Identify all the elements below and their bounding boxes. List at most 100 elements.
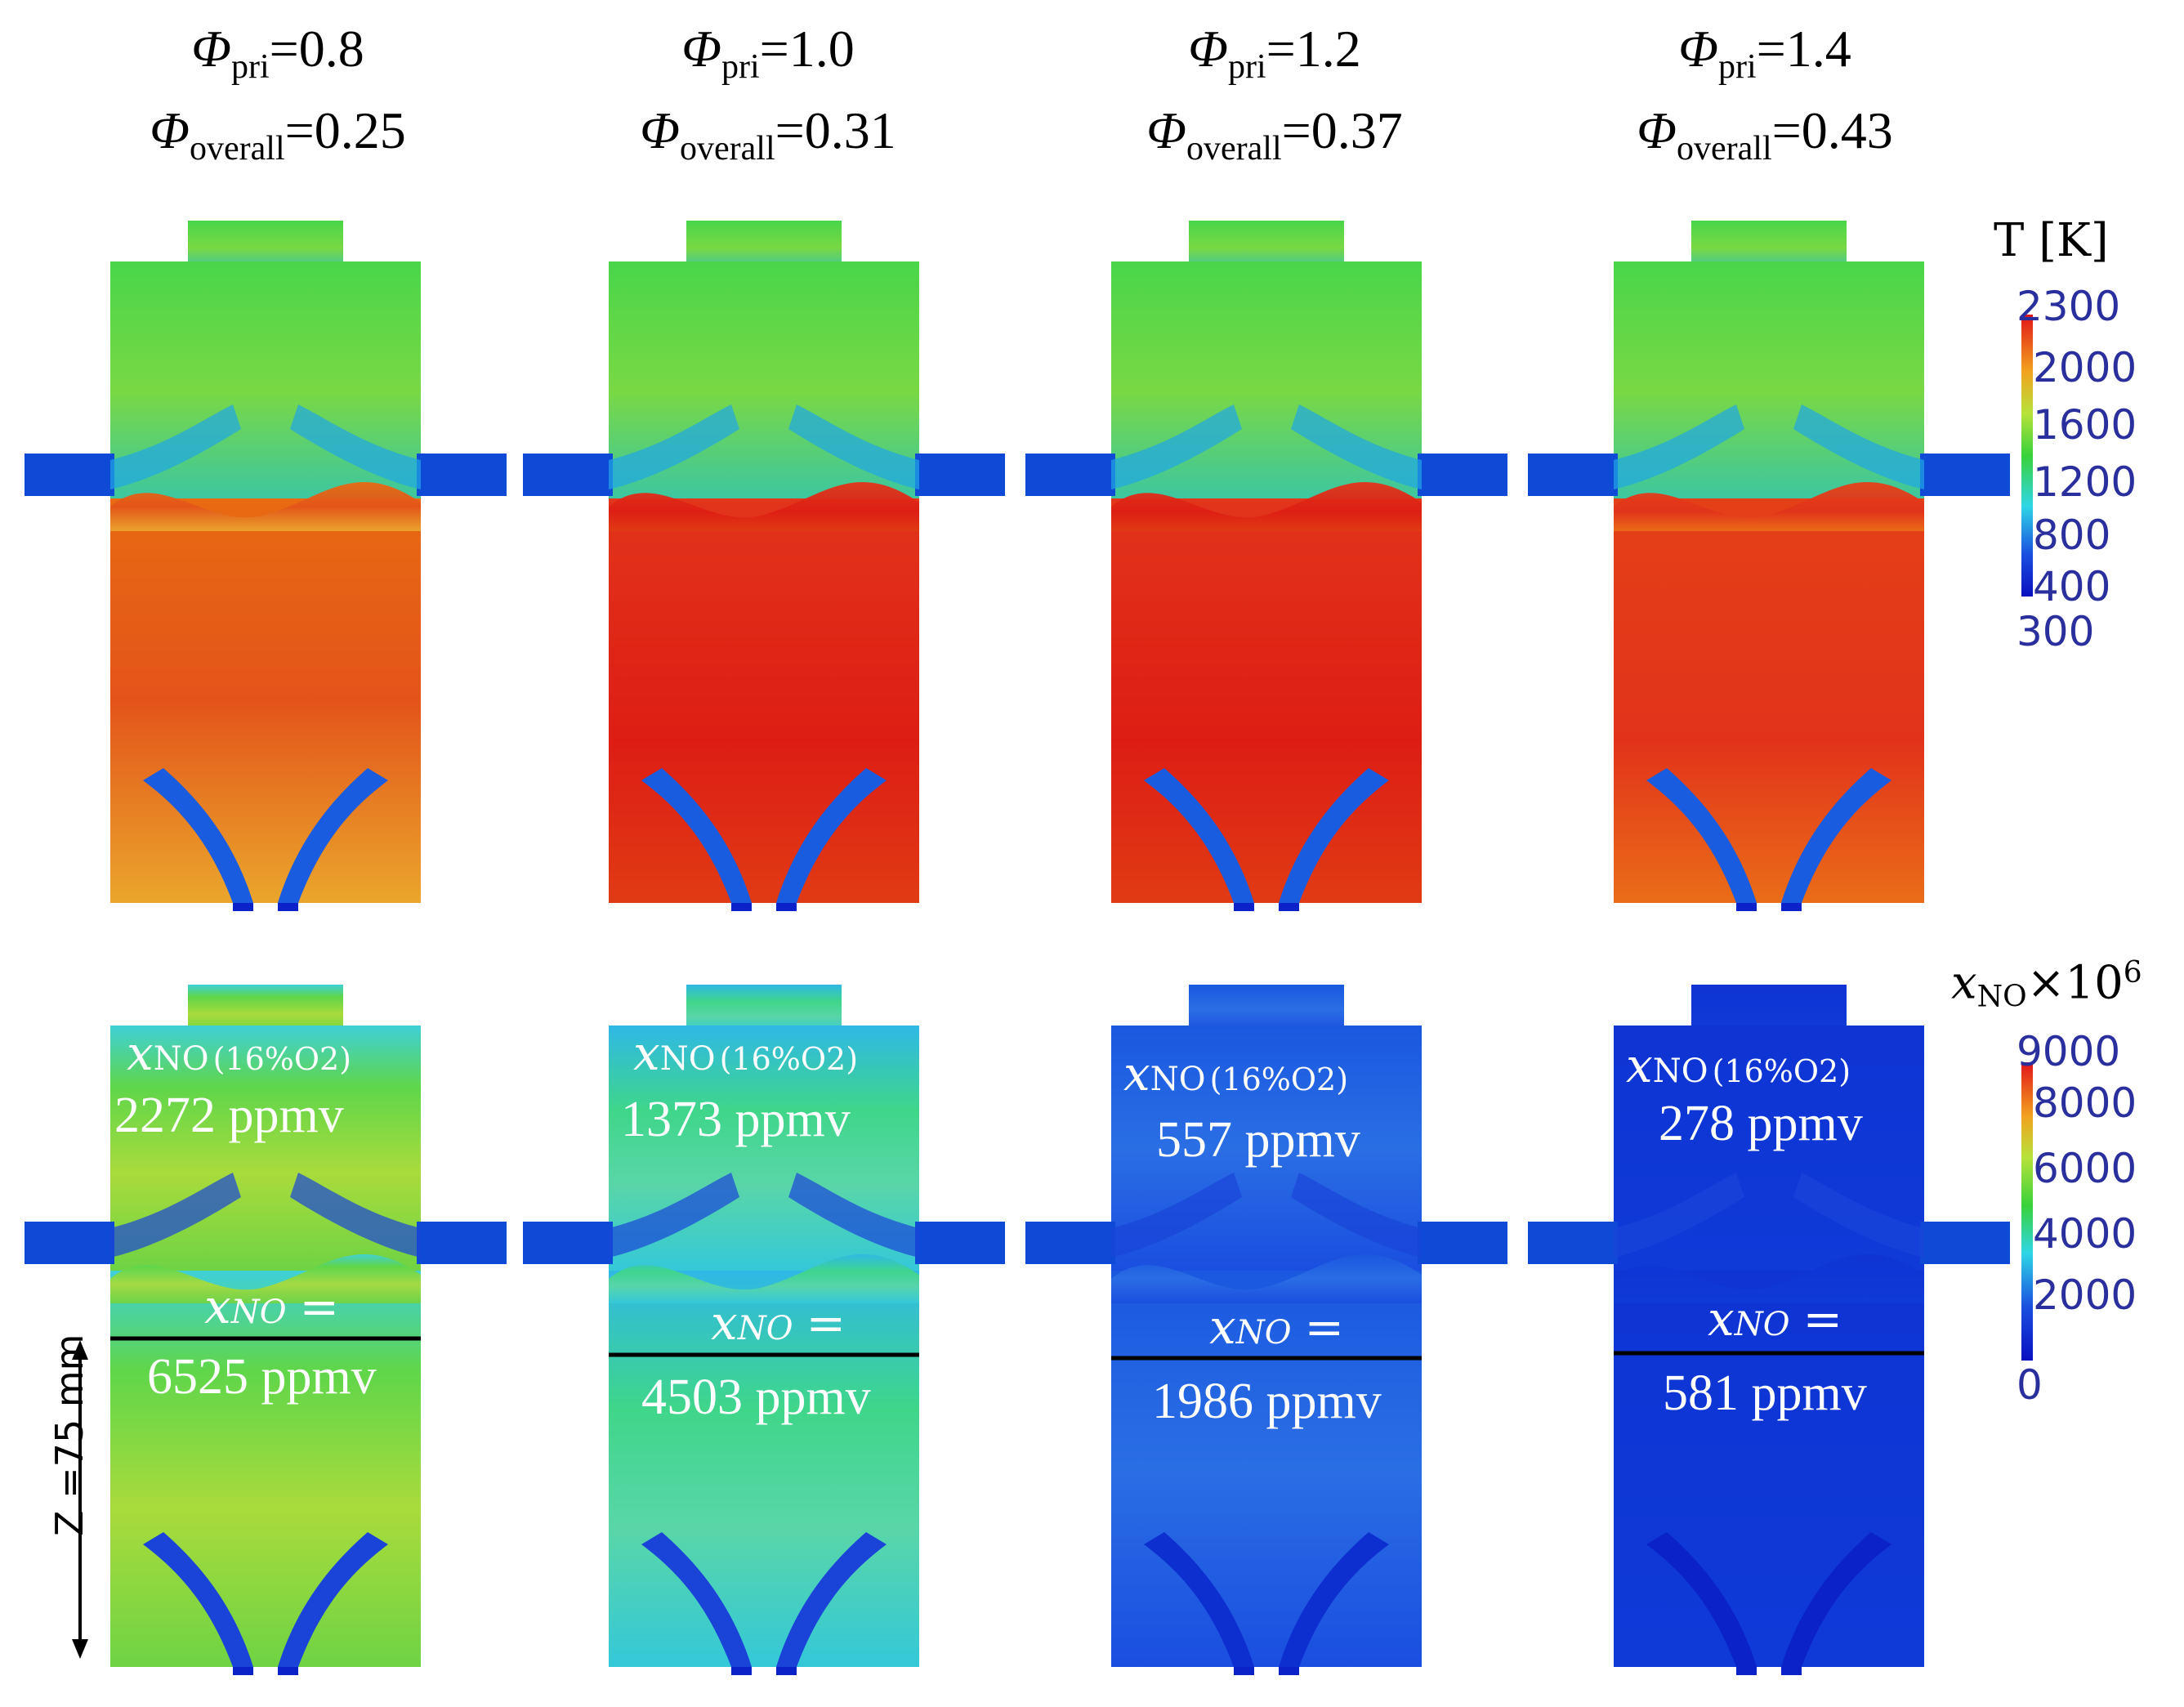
temp-flame-front xyxy=(1111,482,1422,531)
xno-x: x xyxy=(1123,1046,1150,1102)
temp-left-jet xyxy=(1111,404,1242,489)
phi-pri-symbol: Φ xyxy=(681,20,721,78)
no-nozzle-right xyxy=(776,1667,797,1675)
temp-right-fuel-jet xyxy=(776,768,887,903)
phi-pri-symbol: Φ xyxy=(191,20,231,78)
no-nozzle-right xyxy=(1781,1667,1802,1675)
no-right-injector xyxy=(915,1222,1005,1264)
temperature-tick: 1600 xyxy=(2033,401,2137,449)
no-right-fuel-jet xyxy=(278,1532,388,1667)
xno-plane-eq: = xyxy=(806,1295,846,1351)
no-right-jet xyxy=(1793,1173,1924,1258)
phi-pri-value: =0.8 xyxy=(269,20,364,78)
xno-exit-label: xNO (16%O2) xyxy=(633,1026,858,1081)
temp-nozzle-right xyxy=(1279,903,1299,911)
xno-plane-label: xNO = xyxy=(204,1279,339,1334)
no-colorbar-title-sub: NO xyxy=(1976,980,2027,1014)
temperature-field xyxy=(523,221,1005,911)
temp-body xyxy=(1111,498,1422,903)
xno-plane-sub: NO xyxy=(230,1294,287,1331)
no-right-jet xyxy=(290,1173,421,1258)
no-right-jet xyxy=(1291,1173,1422,1258)
phi-pri-sub: pri xyxy=(1227,48,1266,86)
temp-left-fuel-jet xyxy=(641,768,752,903)
phi-overall-sub: overall xyxy=(1677,130,1772,168)
xno-plane-label: xNO = xyxy=(1708,1291,1842,1347)
z-length-arrow xyxy=(72,1340,88,1659)
temperature-field xyxy=(25,221,507,911)
phi-pri-row: Φpri=1.0 xyxy=(523,23,1013,105)
no-flame-front xyxy=(1614,1254,1924,1303)
no-colorbar-title-x: x xyxy=(1951,956,1977,1010)
xno-x: x xyxy=(633,1026,660,1081)
no-right-fuel-jet xyxy=(1781,1532,1891,1667)
xno-plane-eq: = xyxy=(299,1279,340,1334)
temp-nozzle-left xyxy=(1736,903,1757,911)
xno-exit-value: 2272 ppmv xyxy=(114,1088,344,1143)
phi-overall-sub: overall xyxy=(190,130,285,168)
phi-overall-value: =0.31 xyxy=(775,101,896,159)
no-tick: 6000 xyxy=(2033,1145,2137,1192)
temp-nozzle-right xyxy=(1781,903,1802,911)
xno-exit-label: xNO (16%O2) xyxy=(127,1026,351,1081)
phi-overall-symbol: Φ xyxy=(1637,101,1677,159)
xno-plane-x: x xyxy=(1708,1291,1735,1347)
phi-overall-value: =0.43 xyxy=(1771,101,1893,159)
phi-pri-row: Φpri=1.2 xyxy=(1029,23,1520,105)
temp-left-injector xyxy=(523,454,613,496)
no-right-fuel-jet xyxy=(776,1532,887,1667)
temp-body xyxy=(110,498,421,903)
no-body xyxy=(1111,1271,1422,1667)
phi-pri-symbol: Φ xyxy=(1188,20,1228,78)
xno-plane-value: 4503 ppmv xyxy=(641,1370,871,1425)
xno-plane-x: x xyxy=(204,1279,231,1334)
no-left-jet xyxy=(1111,1173,1242,1258)
xno-plane-label: xNO = xyxy=(711,1295,846,1351)
temp-left-injector xyxy=(1025,454,1115,496)
phi-pri-row: Φpri=0.8 xyxy=(33,23,523,105)
temperature-field xyxy=(1528,221,2010,911)
temperature-tick: 800 xyxy=(2033,512,2111,559)
xno-plane-x: x xyxy=(1209,1299,1236,1355)
temperature-field xyxy=(1025,221,1507,911)
xno-exit-label: xNO (16%O2) xyxy=(1123,1046,1348,1102)
temp-nozzle-right xyxy=(278,903,298,911)
xno-cond: (16%O2) xyxy=(212,1041,352,1077)
xno-plane-eq: = xyxy=(1304,1299,1345,1355)
xno-cond: (16%O2) xyxy=(1712,1053,1851,1089)
temperature-colorbar-title: T [K] xyxy=(1994,214,2109,267)
xno-x: x xyxy=(1626,1038,1653,1093)
no-nozzle-right xyxy=(278,1667,298,1675)
temp-right-fuel-jet xyxy=(278,768,388,903)
temp-right-jet xyxy=(788,404,919,489)
no-colorbar-title-exp: 6 xyxy=(2123,956,2142,990)
temp-flame-front xyxy=(110,482,421,531)
phi-pri-row: Φpri=1.4 xyxy=(1520,23,2010,105)
no-left-fuel-jet xyxy=(143,1532,253,1667)
temp-body xyxy=(609,498,919,903)
no-left-fuel-jet xyxy=(1646,1532,1757,1667)
no-field xyxy=(1528,985,2010,1675)
phi-overall-sub: overall xyxy=(1186,130,1282,168)
no-right-jet xyxy=(788,1173,919,1258)
temperature-tick: 300 xyxy=(2017,608,2095,655)
temp-left-injector xyxy=(25,454,114,496)
xno-plane-sub: NO xyxy=(1235,1314,1292,1352)
no-right-injector xyxy=(417,1222,507,1264)
phi-pri-sub: pri xyxy=(721,48,760,86)
xno-sub: NO xyxy=(1652,1052,1708,1090)
no-nozzle-right xyxy=(1279,1667,1299,1675)
no-tick: 4000 xyxy=(2033,1210,2137,1258)
phi-overall-value: =0.25 xyxy=(284,101,406,159)
phi-pri-symbol: Φ xyxy=(1678,20,1718,78)
phi-overall-symbol: Φ xyxy=(150,101,190,159)
temp-left-fuel-jet xyxy=(1646,768,1757,903)
temp-right-fuel-jet xyxy=(1279,768,1389,903)
temp-right-injector xyxy=(1920,454,2010,496)
no-flame-front xyxy=(609,1254,919,1303)
no-body xyxy=(609,1271,919,1667)
no-left-injector xyxy=(25,1222,114,1264)
column-header: Φpri=1.4 Φoverall=0.43 xyxy=(1520,23,2010,186)
temperature-tick: 400 xyxy=(2033,563,2111,610)
